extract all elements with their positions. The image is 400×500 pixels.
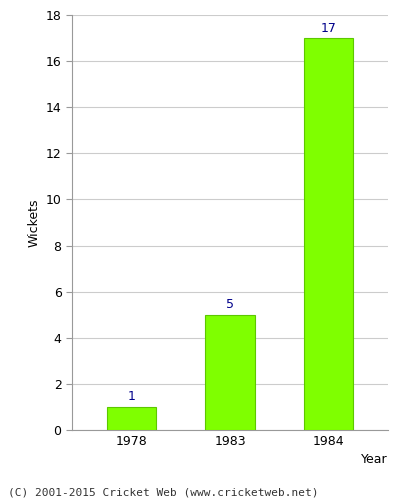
- Bar: [106, 407, 156, 430]
- Text: Year: Year: [361, 453, 388, 466]
- Text: 5: 5: [226, 298, 234, 312]
- Text: 1: 1: [127, 390, 135, 404]
- Y-axis label: Wickets: Wickets: [27, 198, 40, 246]
- Bar: [304, 38, 354, 430]
- Text: (C) 2001-2015 Cricket Web (www.cricketweb.net): (C) 2001-2015 Cricket Web (www.cricketwe…: [8, 488, 318, 498]
- Text: 17: 17: [321, 22, 337, 35]
- Bar: [205, 314, 255, 430]
